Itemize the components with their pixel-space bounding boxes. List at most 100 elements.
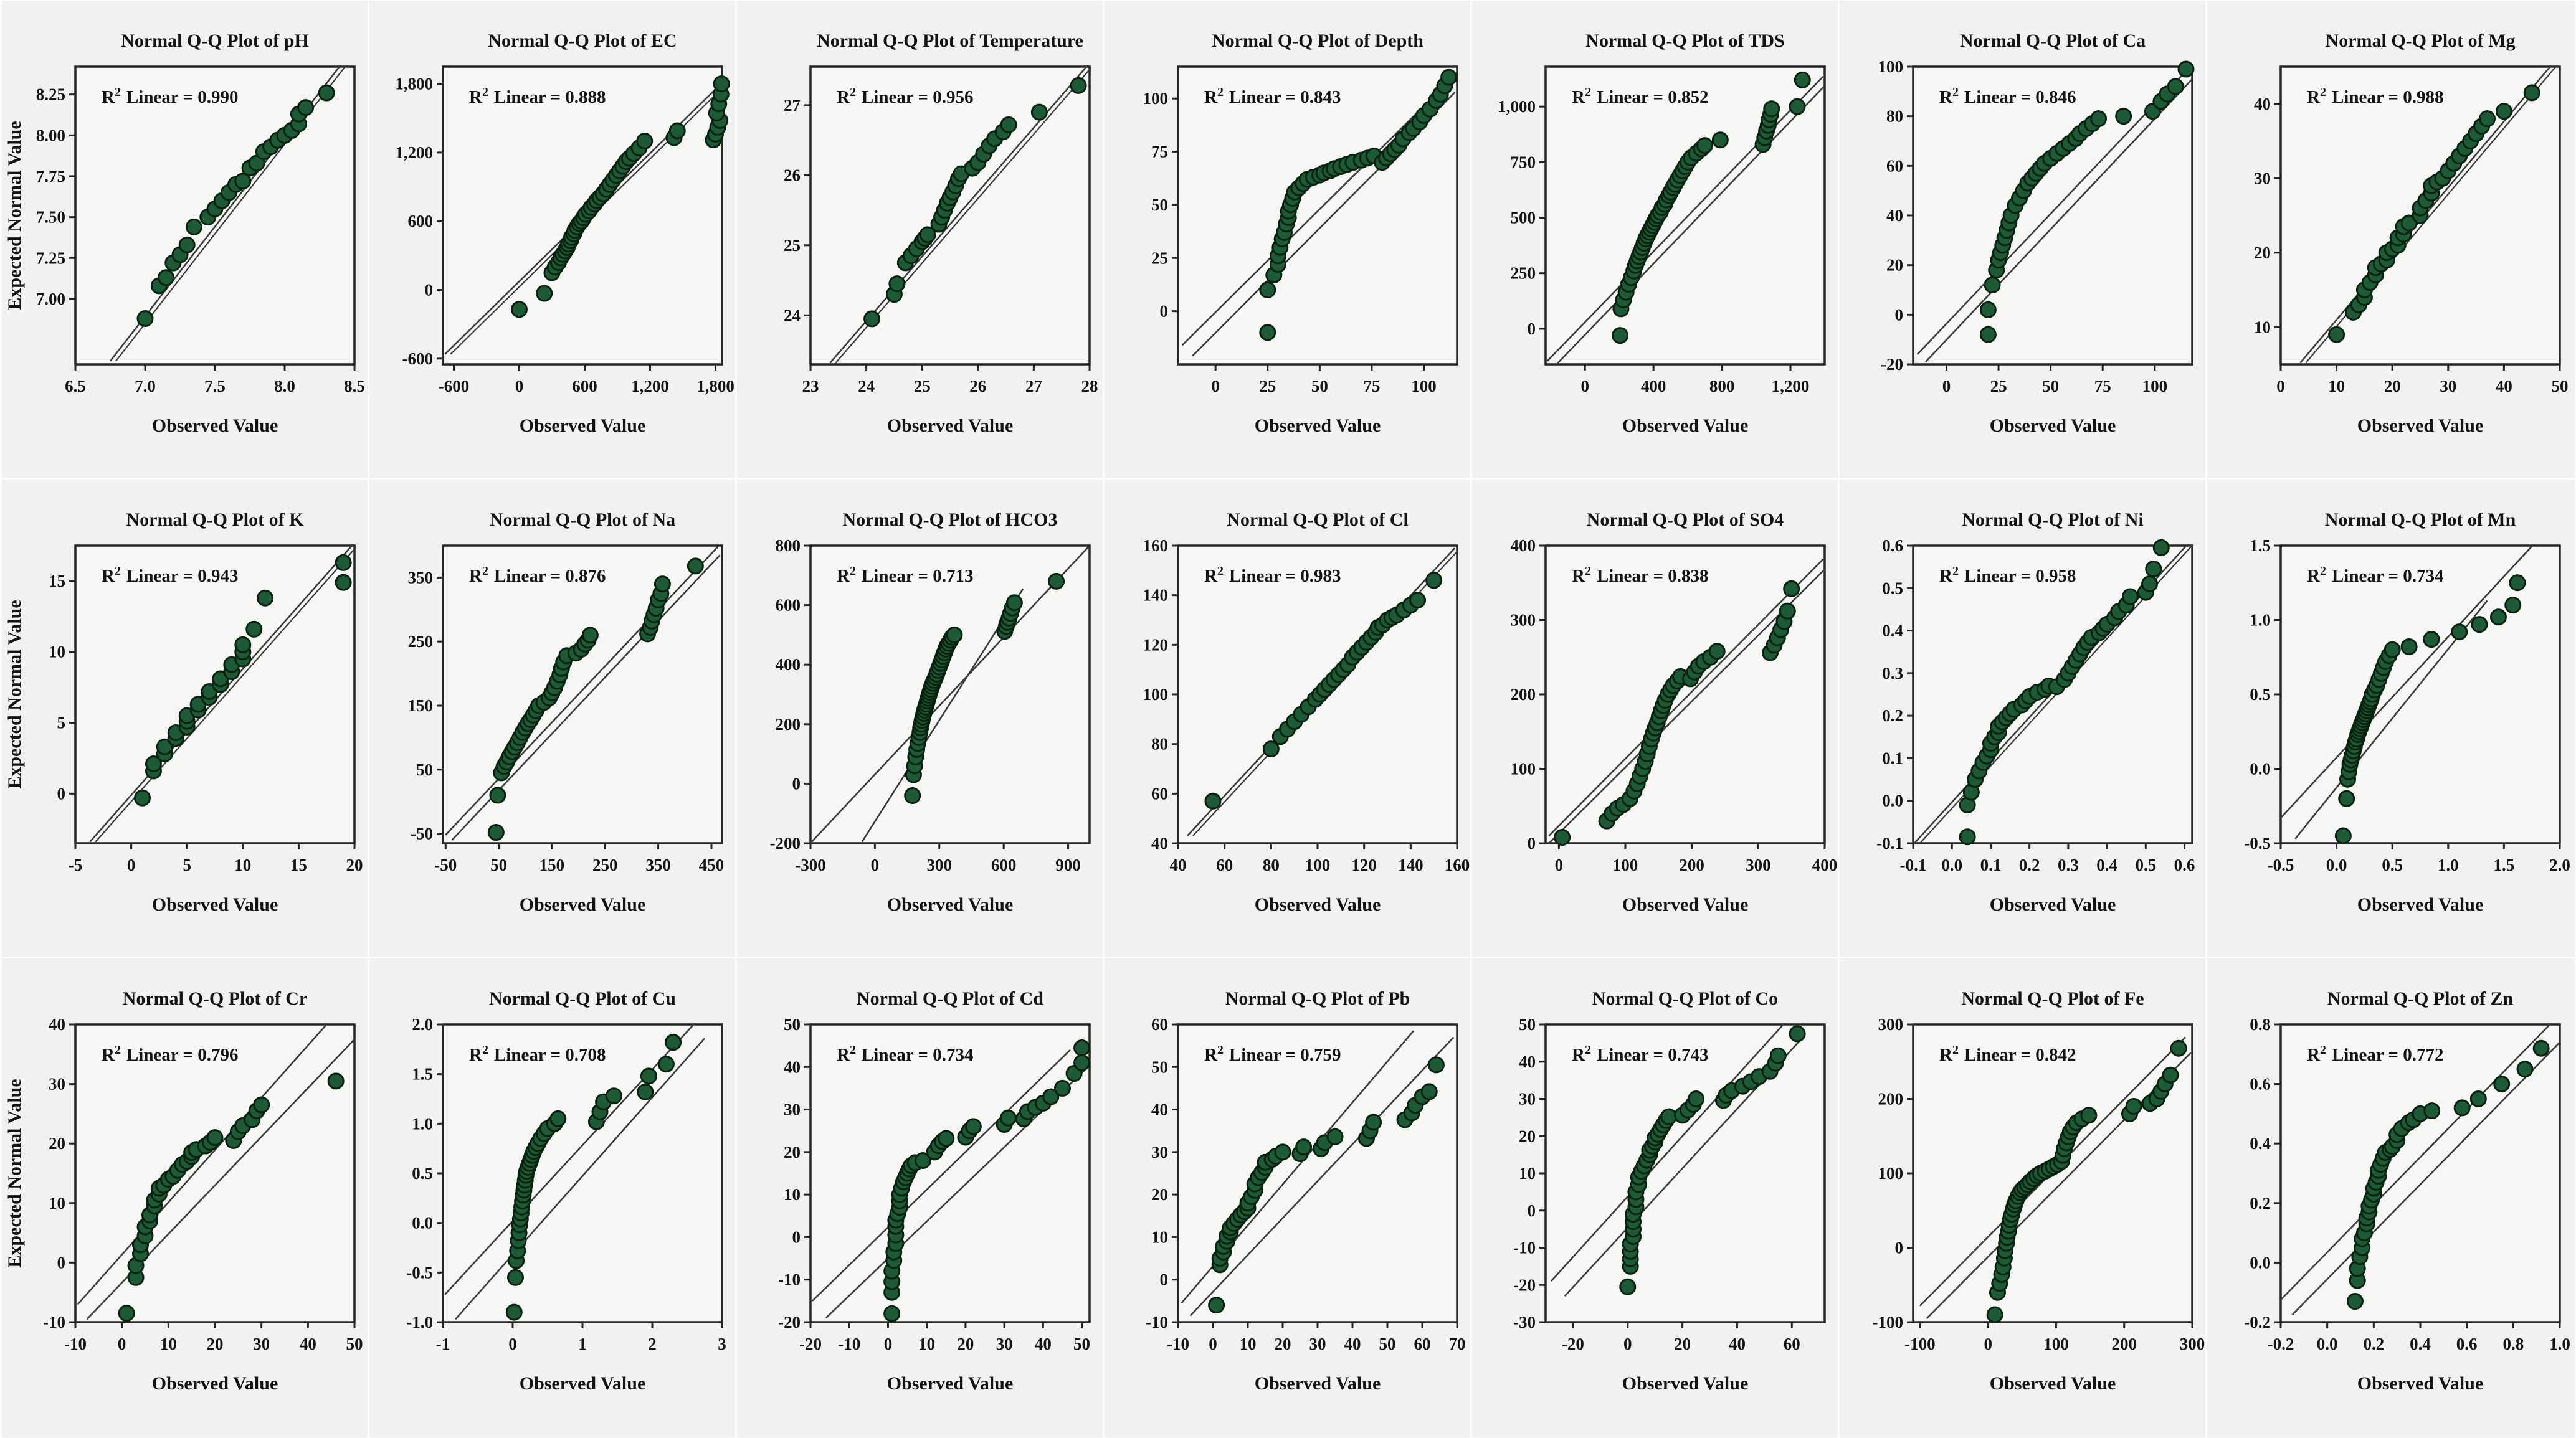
data-point xyxy=(2177,60,2194,78)
x-tick-label: 75 xyxy=(1363,377,1380,395)
x-tick-label: 200 xyxy=(2111,1335,2137,1353)
y-tick-label: 30 xyxy=(784,1100,801,1119)
r2-value: Linear = 0.846 xyxy=(1964,87,2076,107)
y-tick-label: 500 xyxy=(1510,209,1536,227)
data-point xyxy=(2384,641,2401,658)
x-tick-label: 75 xyxy=(2094,377,2111,395)
data-point xyxy=(1959,828,1976,846)
data-points xyxy=(2346,1039,2550,1310)
plot-title: Normal Q-Q Plot of Mn xyxy=(2324,509,2516,530)
data-point xyxy=(157,269,174,286)
y-tick-label: 0.6 xyxy=(2250,1075,2271,1094)
r2-r: R xyxy=(1939,1045,1953,1065)
y-tick-label: 160 xyxy=(1143,536,1168,555)
r2-annotation: R2 Linear = 0.988 xyxy=(2307,85,2443,107)
plot-frame xyxy=(2279,1023,2561,1323)
plot-frame xyxy=(1544,1023,1826,1323)
x-axis-label: Observed Value xyxy=(151,1373,278,1394)
y-tick-label: 50 xyxy=(1151,196,1168,214)
data-point xyxy=(2089,110,2107,128)
y-tick-label: 1.5 xyxy=(412,1065,433,1084)
x-tick-label: -10 xyxy=(64,1335,87,1353)
plot-cell-pb: Normal Q-Q Plot of Pb -10 0 10 20 30 40 50 60 70-… xyxy=(1102,957,1474,1438)
plot-cell-ca: Normal Q-Q Plot of Ca 0 25 50 75 100 -20 0 20 40 6… xyxy=(1837,0,2209,481)
r2-value: Linear = 0.988 xyxy=(2331,87,2443,107)
plot-cell-ec: Normal Q-Q Plot of EC -600 0 600 1,200 1,800 -… xyxy=(367,0,739,481)
data-point xyxy=(636,1083,654,1100)
x-tick-label: 0 xyxy=(508,1335,517,1353)
x-tick-label: 0 xyxy=(870,856,879,874)
y-tick-label: 0.4 xyxy=(2250,1134,2271,1153)
x-tick-label: -10 xyxy=(1167,1335,1189,1353)
x-tick-label: 0 xyxy=(1554,856,1563,874)
r2-r: R xyxy=(102,566,115,586)
x-tick-label: 10 xyxy=(918,1335,935,1353)
data-point xyxy=(605,1087,622,1105)
plot-title: Normal Q-Q Plot of Depth xyxy=(1212,31,1423,51)
data-point xyxy=(640,1067,657,1085)
r2-value: Linear = 0.876 xyxy=(493,566,606,586)
y-tick-label: 30 xyxy=(49,1075,65,1094)
r2-r: R xyxy=(2307,87,2321,107)
plot-frame xyxy=(809,1023,1091,1323)
r2-r: R xyxy=(837,87,850,107)
plot-canvas-hco3: Normal Q-Q Plot of HCO3 -300 0 300 600 900 -20… xyxy=(769,509,1091,915)
fit-line xyxy=(2291,1041,2560,1315)
data-point xyxy=(2523,84,2540,102)
y-tick-label: 0.5 xyxy=(1882,579,1903,597)
x-tick-label: 1,200 xyxy=(631,377,669,395)
y-tick-label: 800 xyxy=(775,536,801,555)
data-points xyxy=(510,75,730,318)
y-tick-label: 300 xyxy=(1510,611,1536,630)
y-tick-label: 0 xyxy=(57,784,65,803)
y-tick-label: 60 xyxy=(1886,156,1903,175)
plot-title: Normal Q-Q Plot of Pb xyxy=(1225,988,1410,1009)
x-axis-label: Observed Value xyxy=(1622,1373,1748,1394)
data-point xyxy=(136,310,153,327)
data-point xyxy=(1274,1143,1291,1161)
x-tick-label: 0.0 xyxy=(2326,856,2347,874)
x-tick-label: 50 xyxy=(2042,377,2059,395)
y-tick-label: 600 xyxy=(775,596,801,615)
x-tick-label: 450 xyxy=(698,856,724,874)
y-tick-label: 0.3 xyxy=(1882,664,1903,683)
y-tick-label: 75 xyxy=(1151,143,1168,161)
plot-title: Normal Q-Q Plot of Temperature xyxy=(817,31,1083,51)
plot-canvas-mg: Normal Q-Q Plot of Mg 0 10 20 30 40 50 10 20 30 40… xyxy=(2254,31,2569,436)
r2-value: Linear = 0.734 xyxy=(861,1045,973,1065)
y-tick-label: -20 xyxy=(778,1313,801,1332)
fit-line xyxy=(835,67,1091,364)
r2-superscript: 2 xyxy=(1584,564,1590,578)
plot-title: Normal Q-Q Plot of Na xyxy=(489,509,675,530)
plot-title: Normal Q-Q Plot of Fe xyxy=(1961,988,2144,1009)
data-point xyxy=(2489,608,2507,626)
reference-line xyxy=(1916,66,2191,355)
x-tick-label: 0.4 xyxy=(2096,856,2117,874)
data-point xyxy=(2079,1107,2097,1124)
r2-r: R xyxy=(469,1045,483,1065)
y-tick-label: 750 xyxy=(1510,153,1536,171)
data-point xyxy=(1618,1278,1636,1295)
y-tick-label: 15 xyxy=(49,572,65,590)
y-tick-label: -0.5 xyxy=(406,1263,433,1282)
plot-canvas-cu: Normal Q-Q Plot of Cu -1 0 1 2 3 -1.0 -0.5 0.0 0.… xyxy=(406,988,726,1394)
data-point xyxy=(1030,103,1048,121)
y-tick-label: 30 xyxy=(1519,1090,1536,1109)
y-tick-label: 1,000 xyxy=(1498,97,1536,116)
r2-annotation: R2 Linear = 0.958 xyxy=(1939,564,2076,586)
plot-cell-cd: Normal Q-Q Plot of Cd -20 -10 0 10 20 30 40 50 -2… xyxy=(734,957,1106,1438)
y-tick-label: 10 xyxy=(1151,1228,1168,1246)
data-point xyxy=(510,301,528,318)
r2-r: R xyxy=(837,566,850,586)
y-tick-label: 200 xyxy=(775,715,801,734)
data-point xyxy=(2493,1076,2510,1093)
y-tick-label: 50 xyxy=(784,1015,801,1034)
r2-annotation: R2 Linear = 0.843 xyxy=(1204,85,1341,107)
y-tick-label: 0 xyxy=(1527,319,1536,338)
data-point xyxy=(1409,592,1426,609)
data-point xyxy=(245,620,262,638)
y-tick-label: 20 xyxy=(784,1143,801,1161)
y-tick-label: 600 xyxy=(407,212,433,230)
x-tick-label: 1,800 xyxy=(696,377,734,395)
